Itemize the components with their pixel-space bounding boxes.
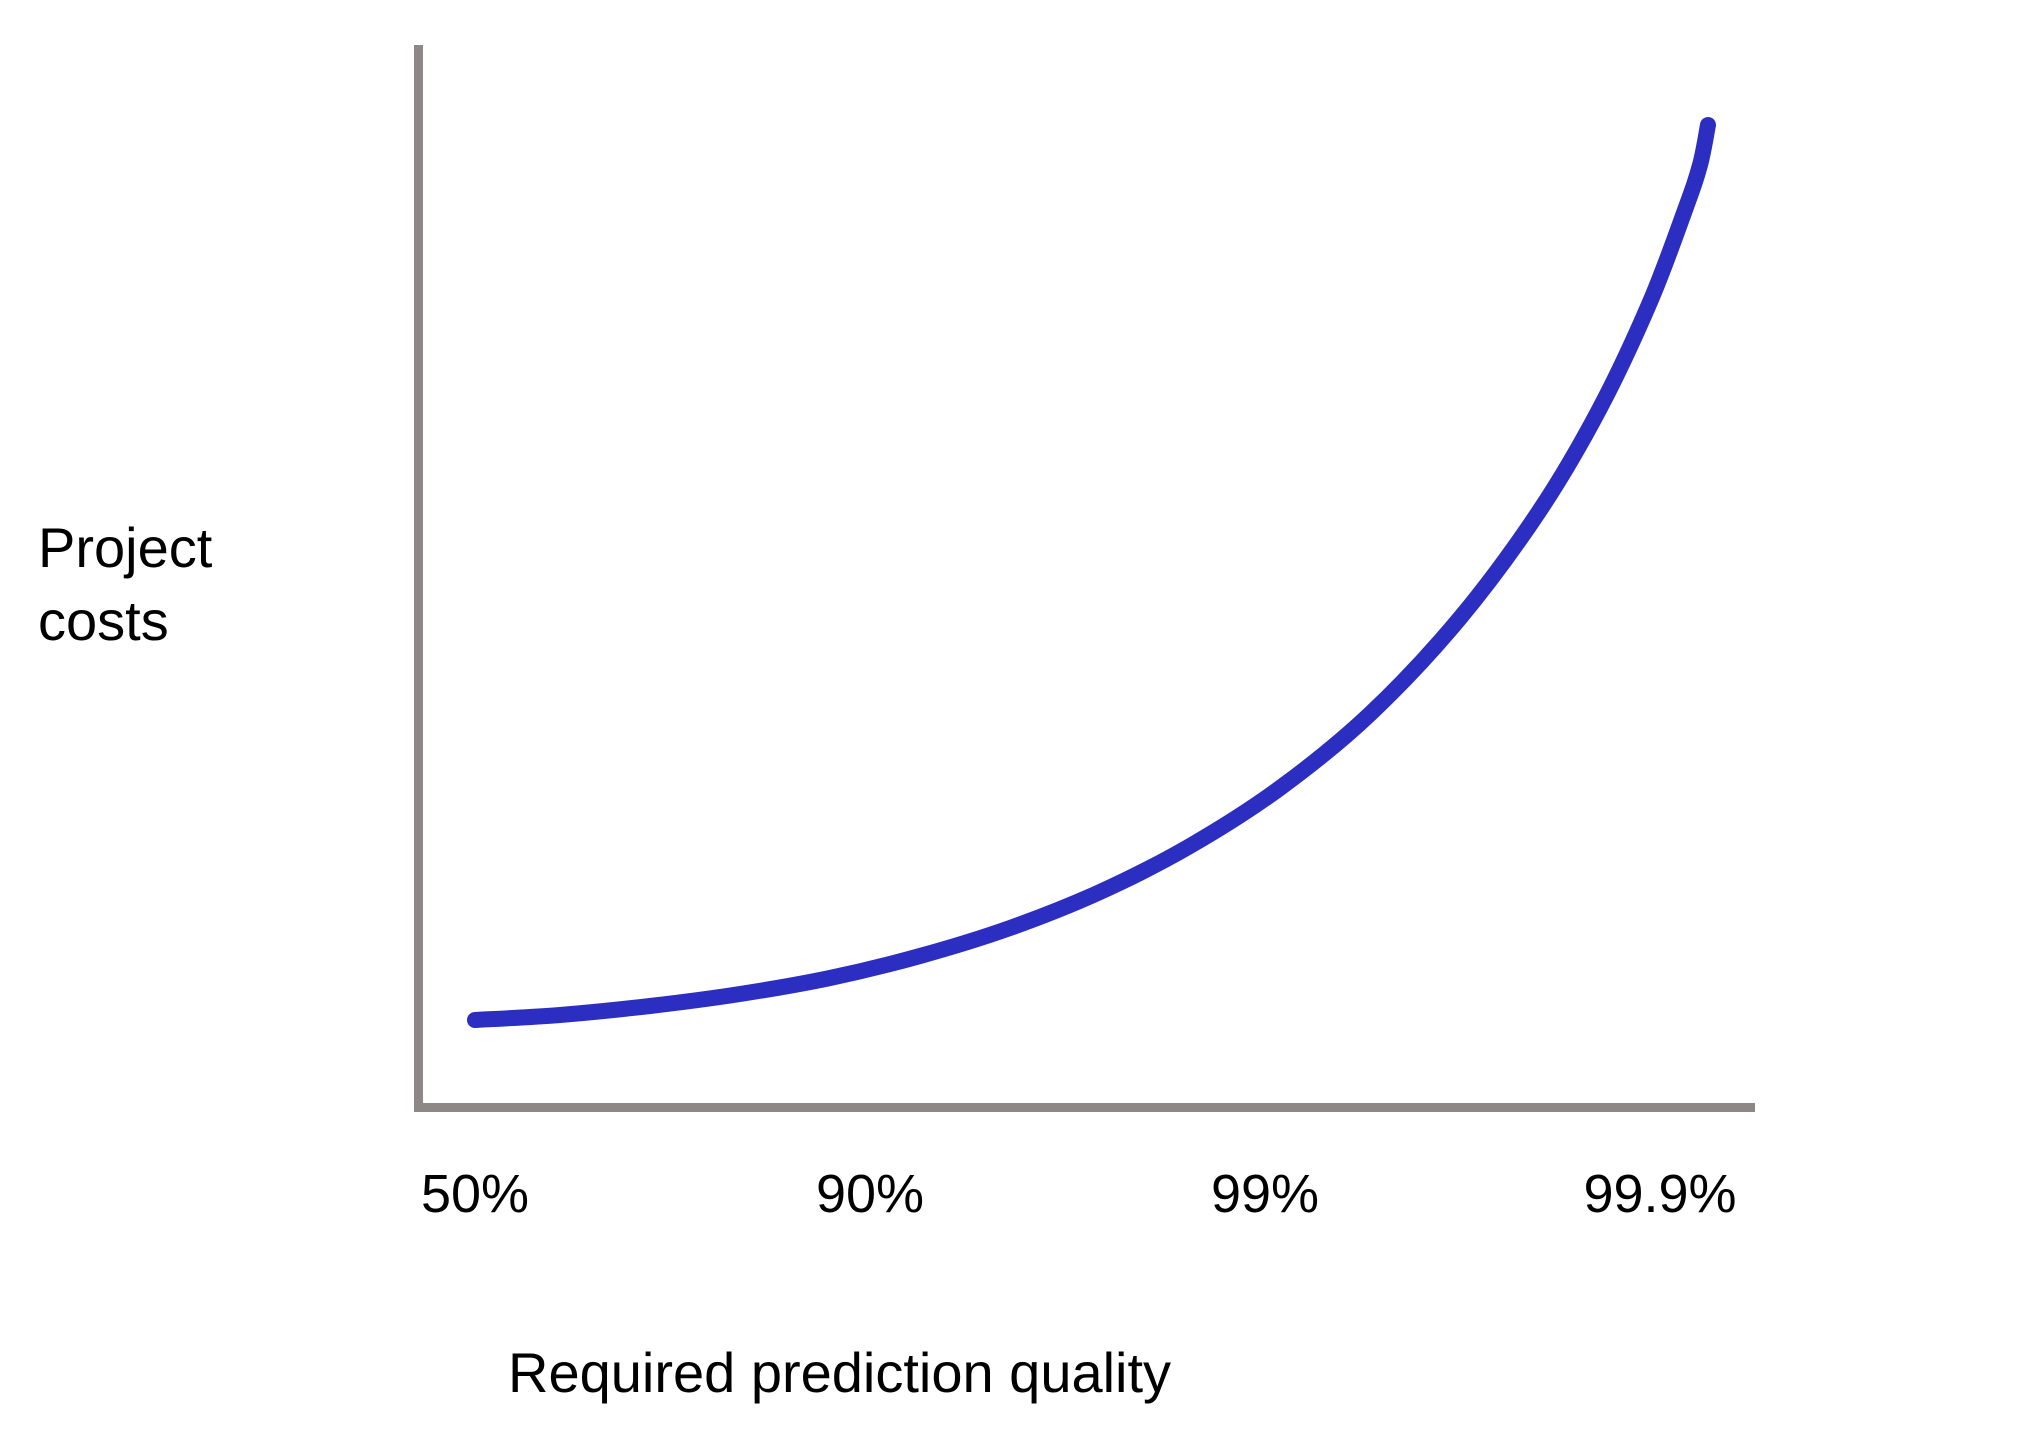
x-tick-label: 50% [421,1163,529,1225]
cost-quality-chart: Project costs 50% 90% 99% 99.9% Required pr… [0,0,2036,1444]
y-axis-line [414,45,423,1112]
y-axis-label-line1: Project [38,516,212,579]
x-tick-label: 99.9% [1583,1163,1736,1225]
y-axis-label-line2: costs [38,589,169,652]
x-tick-label: 90% [816,1163,924,1225]
x-tick-label: 99% [1211,1163,1319,1225]
x-axis-line [414,1103,1755,1112]
y-axis-label: Project costs [38,512,212,658]
x-axis-label: Required prediction quality [508,1340,1171,1405]
cost-curve [0,0,2036,1444]
